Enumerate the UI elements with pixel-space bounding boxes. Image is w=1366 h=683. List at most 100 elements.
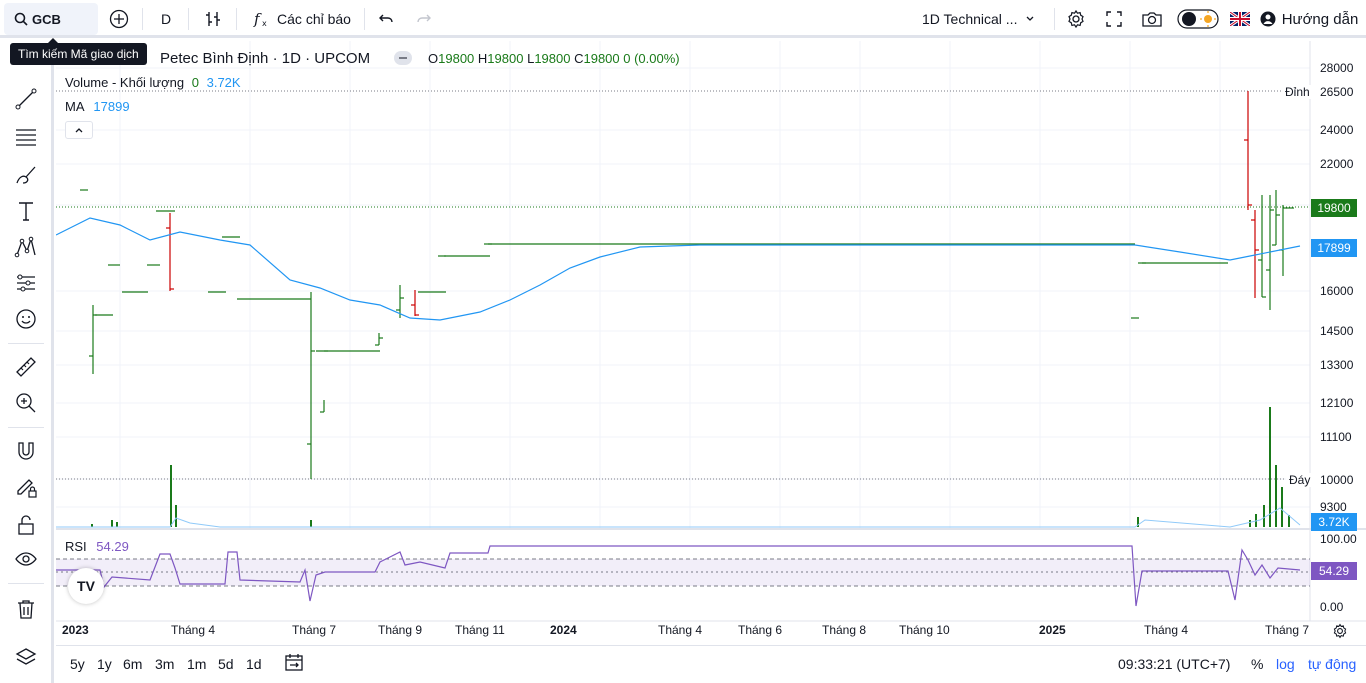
- svg-text:x: x: [262, 19, 267, 28]
- rsi-line: [56, 545, 1301, 607]
- ruler-tool[interactable]: [10, 353, 42, 381]
- interval-button[interactable]: D: [160, 11, 172, 27]
- range-button-1m[interactable]: 1m: [187, 656, 207, 672]
- text-tool[interactable]: [10, 197, 42, 225]
- range-button-6m[interactable]: 6m: [123, 656, 143, 672]
- volume-tag: 3.72K: [1311, 513, 1357, 531]
- pattern-icon: [14, 236, 36, 258]
- trendline-tool[interactable]: [10, 85, 42, 113]
- theme-toggle[interactable]: [1176, 0, 1220, 38]
- divider: [8, 583, 44, 584]
- volume-label: Volume - Khối lượng: [65, 75, 185, 90]
- change-value: 0 (0.00%): [623, 51, 680, 66]
- layout-dropdown[interactable]: 1D Technical ...: [914, 0, 1050, 38]
- log-toggle[interactable]: log: [1276, 656, 1295, 672]
- text-icon: [19, 202, 33, 221]
- price-tick-label: 11100: [1320, 430, 1352, 444]
- rsi-axis-top: 100.00: [1320, 532, 1357, 546]
- time-tick-label: Tháng 9: [378, 623, 423, 637]
- ma-label: MA: [65, 99, 84, 114]
- brush-tool[interactable]: [10, 161, 42, 189]
- undo-button[interactable]: [372, 0, 400, 38]
- remove-drawings-tool[interactable]: [10, 595, 42, 623]
- legend-toggle-button[interactable]: [394, 51, 412, 65]
- ohlc-values: O19800 H19800 L19800 C19800 0 (0.00%): [428, 51, 680, 66]
- redo-icon: [417, 14, 431, 23]
- percent-toggle[interactable]: %: [1251, 656, 1264, 672]
- divider: [236, 8, 237, 30]
- time-tick-label: Tháng 6: [738, 623, 783, 637]
- emoji-icon: [16, 309, 36, 329]
- user-icon: [1260, 11, 1276, 27]
- trough-value: 10000: [1320, 473, 1354, 487]
- compare-button[interactable]: [104, 0, 134, 38]
- symbol-label: GCB: [32, 11, 61, 27]
- fib-tool[interactable]: [10, 123, 42, 151]
- screenshot-button[interactable]: [1138, 0, 1166, 38]
- close-value: 19800: [583, 51, 620, 66]
- volume-value-a: 0: [191, 75, 199, 90]
- magnet-tool[interactable]: [10, 437, 42, 465]
- settings-button[interactable]: [1062, 0, 1090, 38]
- fullscreen-button[interactable]: [1100, 0, 1128, 38]
- search-tooltip: Tìm kiếm Mã giao dịch: [10, 38, 147, 65]
- range-button-1y[interactable]: 1y: [97, 656, 112, 672]
- axis-settings-button[interactable]: [1332, 623, 1348, 642]
- tradingview-logo[interactable]: TV: [68, 568, 104, 604]
- open-label: O: [428, 51, 439, 66]
- object-tree-tool[interactable]: [10, 643, 42, 671]
- rsi-axis-bottom: 0.00: [1320, 600, 1344, 614]
- symbol-search-button[interactable]: GCB: [4, 3, 98, 35]
- time-tick-label: 2024: [550, 623, 577, 637]
- high-label: H: [477, 51, 488, 66]
- price-tick-label: 13300: [1320, 358, 1354, 372]
- guide-button[interactable]: Hướng dẫn: [1256, 0, 1362, 38]
- divider: [8, 427, 44, 428]
- range-button-3m[interactable]: 3m: [155, 656, 175, 672]
- chart-type-button[interactable]: [198, 0, 228, 38]
- gear-icon: [1333, 623, 1347, 639]
- ruler-icon: [16, 357, 36, 377]
- hide-drawings-tool[interactable]: [10, 545, 42, 573]
- redo-button[interactable]: [410, 0, 438, 38]
- time-tick-label: Tháng 11: [455, 623, 505, 637]
- range-button-5y[interactable]: 5y: [70, 656, 85, 672]
- volume-legend[interactable]: Volume - Khối lượng 0 3.72K: [65, 75, 241, 90]
- last-price-tag: 19800: [1311, 199, 1357, 217]
- price-tick-label: 24000: [1320, 123, 1354, 137]
- ma-line: [56, 217, 1301, 321]
- auto-toggle[interactable]: tự động: [1308, 656, 1357, 672]
- collapse-legend-button[interactable]: [65, 121, 93, 139]
- forecast-tool[interactable]: [10, 269, 42, 297]
- rsi-value: 54.29: [96, 539, 129, 554]
- pattern-tool[interactable]: [10, 233, 42, 261]
- svg-text:f: f: [253, 10, 262, 28]
- chart-legend: Petec Bình Định · 1D · UPCOM: [160, 50, 370, 67]
- fib-icon: [16, 129, 36, 146]
- price-tick-label: 16000: [1320, 284, 1354, 298]
- time-tick-label: 2023: [62, 623, 89, 637]
- chevron-up-icon: [75, 128, 83, 133]
- divider: [142, 8, 143, 30]
- range-button-5d[interactable]: 5d: [218, 656, 234, 672]
- price-chart[interactable]: [56, 41, 1366, 643]
- time-tick-label: Tháng 7: [292, 623, 337, 637]
- volume-value-b: 3.72K: [206, 75, 241, 90]
- magnet-icon: [18, 442, 34, 460]
- ma-legend[interactable]: MA 17899: [65, 99, 130, 114]
- language-button[interactable]: [1228, 0, 1252, 38]
- clock[interactable]: 09:33:21 (UTC+7): [1118, 656, 1231, 672]
- guide-label: Hướng dẫn: [1281, 10, 1359, 28]
- brush-icon: [16, 166, 36, 184]
- lock-drawings-tool[interactable]: [10, 473, 42, 501]
- lock-all-tool[interactable]: [10, 511, 42, 539]
- flag-uk-icon: [1230, 12, 1250, 26]
- range-button-1d[interactable]: 1d: [246, 656, 262, 672]
- rsi-legend[interactable]: RSI 54.29: [65, 539, 129, 554]
- emoji-tool[interactable]: [10, 305, 42, 333]
- date-range-button[interactable]: [284, 653, 304, 676]
- peak-label: Đỉnh: [1282, 85, 1313, 99]
- price-tick-label: 12100: [1320, 396, 1354, 410]
- zoom-tool[interactable]: [10, 389, 42, 417]
